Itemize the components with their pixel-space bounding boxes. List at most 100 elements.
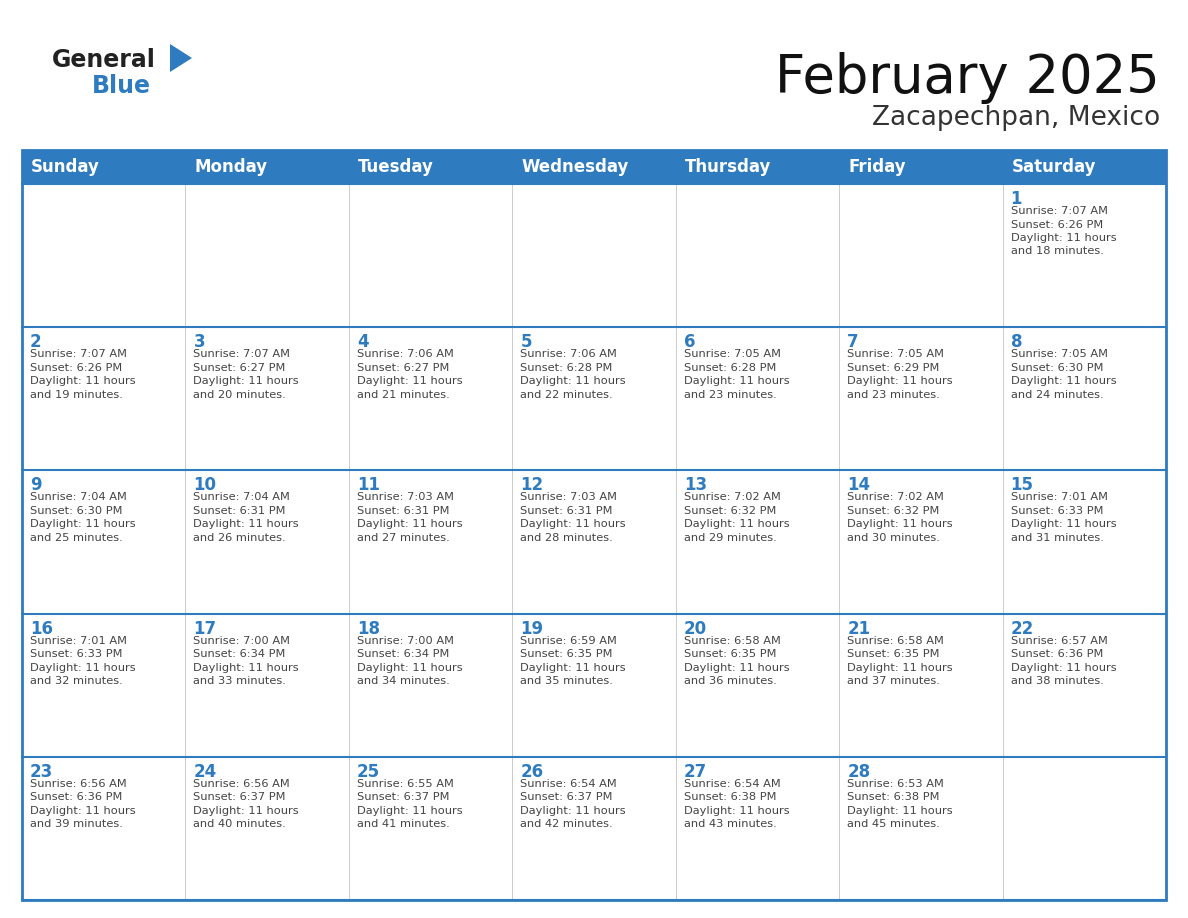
Text: Zacapechpan, Mexico: Zacapechpan, Mexico [872, 105, 1159, 131]
Text: Sunset: 6:26 PM: Sunset: 6:26 PM [30, 363, 122, 373]
Text: 20: 20 [684, 620, 707, 638]
Text: and 32 minutes.: and 32 minutes. [30, 676, 122, 686]
Bar [1003, 613, 1165, 756]
Text: and 19 minutes.: and 19 minutes. [30, 390, 122, 399]
Bar [185, 470, 349, 613]
Text: 18: 18 [356, 620, 380, 638]
Text: Sunrise: 7:05 AM: Sunrise: 7:05 AM [684, 349, 781, 359]
Text: 19: 19 [520, 620, 543, 638]
Text: Sunrise: 6:54 AM: Sunrise: 6:54 AM [520, 778, 617, 789]
Text: Sunset: 6:31 PM: Sunset: 6:31 PM [520, 506, 613, 516]
Text: Sunrise: 7:01 AM: Sunrise: 7:01 AM [30, 635, 127, 645]
Text: and 29 minutes.: and 29 minutes. [684, 533, 777, 543]
Text: and 40 minutes.: and 40 minutes. [194, 819, 286, 829]
Text: Sunrise: 7:06 AM: Sunrise: 7:06 AM [520, 349, 617, 359]
Text: Sunrise: 6:53 AM: Sunrise: 6:53 AM [847, 778, 944, 789]
Text: General: General [52, 48, 156, 72]
Text: Sunset: 6:35 PM: Sunset: 6:35 PM [847, 649, 940, 659]
Text: Sunrise: 6:56 AM: Sunrise: 6:56 AM [194, 778, 290, 789]
Text: Sunset: 6:34 PM: Sunset: 6:34 PM [356, 649, 449, 659]
Bar [23, 756, 185, 900]
Text: and 42 minutes.: and 42 minutes. [520, 819, 613, 829]
Bar [839, 327, 1003, 470]
Text: 22: 22 [1011, 620, 1034, 638]
Text: 23: 23 [30, 763, 53, 781]
Text: Daylight: 11 hours: Daylight: 11 hours [194, 806, 299, 816]
Text: Sunrise: 7:04 AM: Sunrise: 7:04 AM [30, 492, 127, 502]
Text: and 30 minutes.: and 30 minutes. [847, 533, 940, 543]
Bar [1003, 756, 1165, 900]
Text: 28: 28 [847, 763, 871, 781]
Text: Sunrise: 6:54 AM: Sunrise: 6:54 AM [684, 778, 781, 789]
Text: Sunset: 6:35 PM: Sunset: 6:35 PM [684, 649, 776, 659]
Text: 2: 2 [30, 333, 42, 352]
Bar [839, 184, 1003, 327]
Text: Sunday: Sunday [31, 158, 100, 176]
Bar [349, 184, 512, 327]
Text: Daylight: 11 hours: Daylight: 11 hours [356, 806, 462, 816]
Text: Sunrise: 7:02 AM: Sunrise: 7:02 AM [684, 492, 781, 502]
Text: Daylight: 11 hours: Daylight: 11 hours [847, 520, 953, 530]
Bar [23, 150, 1165, 900]
Bar [23, 613, 185, 756]
Text: Sunrise: 7:06 AM: Sunrise: 7:06 AM [356, 349, 454, 359]
Text: Monday: Monday [195, 158, 267, 176]
Text: and 27 minutes.: and 27 minutes. [356, 533, 449, 543]
Text: Daylight: 11 hours: Daylight: 11 hours [684, 806, 789, 816]
Text: 16: 16 [30, 620, 53, 638]
Text: and 22 minutes.: and 22 minutes. [520, 390, 613, 399]
Bar [512, 184, 676, 327]
Text: Sunrise: 7:02 AM: Sunrise: 7:02 AM [847, 492, 944, 502]
Text: Sunset: 6:38 PM: Sunset: 6:38 PM [847, 792, 940, 802]
Bar [676, 756, 839, 900]
Text: 26: 26 [520, 763, 543, 781]
Text: Daylight: 11 hours: Daylight: 11 hours [30, 520, 135, 530]
Text: and 21 minutes.: and 21 minutes. [356, 390, 449, 399]
Text: 11: 11 [356, 476, 380, 495]
Bar [512, 470, 676, 613]
Polygon shape [170, 44, 192, 72]
Text: Daylight: 11 hours: Daylight: 11 hours [30, 663, 135, 673]
Text: Sunrise: 7:07 AM: Sunrise: 7:07 AM [1011, 206, 1107, 216]
Text: and 38 minutes.: and 38 minutes. [1011, 676, 1104, 686]
Bar [349, 613, 512, 756]
Text: and 23 minutes.: and 23 minutes. [847, 390, 940, 399]
Text: and 45 minutes.: and 45 minutes. [847, 819, 940, 829]
Text: and 37 minutes.: and 37 minutes. [847, 676, 940, 686]
Text: Sunrise: 7:07 AM: Sunrise: 7:07 AM [194, 349, 290, 359]
Text: Daylight: 11 hours: Daylight: 11 hours [30, 376, 135, 386]
Text: Sunset: 6:28 PM: Sunset: 6:28 PM [684, 363, 776, 373]
Bar [23, 184, 185, 327]
Bar [512, 613, 676, 756]
Text: Sunrise: 7:00 AM: Sunrise: 7:00 AM [356, 635, 454, 645]
Text: Daylight: 11 hours: Daylight: 11 hours [194, 376, 299, 386]
Text: and 20 minutes.: and 20 minutes. [194, 390, 286, 399]
Text: Daylight: 11 hours: Daylight: 11 hours [847, 806, 953, 816]
Text: Sunset: 6:29 PM: Sunset: 6:29 PM [847, 363, 940, 373]
Text: Sunset: 6:35 PM: Sunset: 6:35 PM [520, 649, 613, 659]
Text: Sunset: 6:27 PM: Sunset: 6:27 PM [194, 363, 286, 373]
Text: Sunrise: 6:56 AM: Sunrise: 6:56 AM [30, 778, 127, 789]
Text: 7: 7 [847, 333, 859, 352]
Text: and 25 minutes.: and 25 minutes. [30, 533, 122, 543]
Text: Blue: Blue [91, 74, 151, 98]
Bar [1003, 327, 1165, 470]
Text: 13: 13 [684, 476, 707, 495]
Text: Daylight: 11 hours: Daylight: 11 hours [1011, 520, 1117, 530]
Text: Daylight: 11 hours: Daylight: 11 hours [520, 806, 626, 816]
Text: Sunset: 6:34 PM: Sunset: 6:34 PM [194, 649, 286, 659]
Text: Sunset: 6:30 PM: Sunset: 6:30 PM [1011, 363, 1104, 373]
Text: Sunrise: 6:58 AM: Sunrise: 6:58 AM [847, 635, 944, 645]
Text: February 2025: February 2025 [776, 52, 1159, 104]
Bar [839, 756, 1003, 900]
Bar [1003, 184, 1165, 327]
Text: Sunrise: 7:05 AM: Sunrise: 7:05 AM [1011, 349, 1107, 359]
Bar [349, 470, 512, 613]
Text: Sunset: 6:31 PM: Sunset: 6:31 PM [194, 506, 286, 516]
Text: Sunset: 6:38 PM: Sunset: 6:38 PM [684, 792, 776, 802]
Text: 6: 6 [684, 333, 695, 352]
Text: and 24 minutes.: and 24 minutes. [1011, 390, 1104, 399]
Text: and 34 minutes.: and 34 minutes. [356, 676, 449, 686]
Text: 3: 3 [194, 333, 206, 352]
Text: Daylight: 11 hours: Daylight: 11 hours [847, 663, 953, 673]
